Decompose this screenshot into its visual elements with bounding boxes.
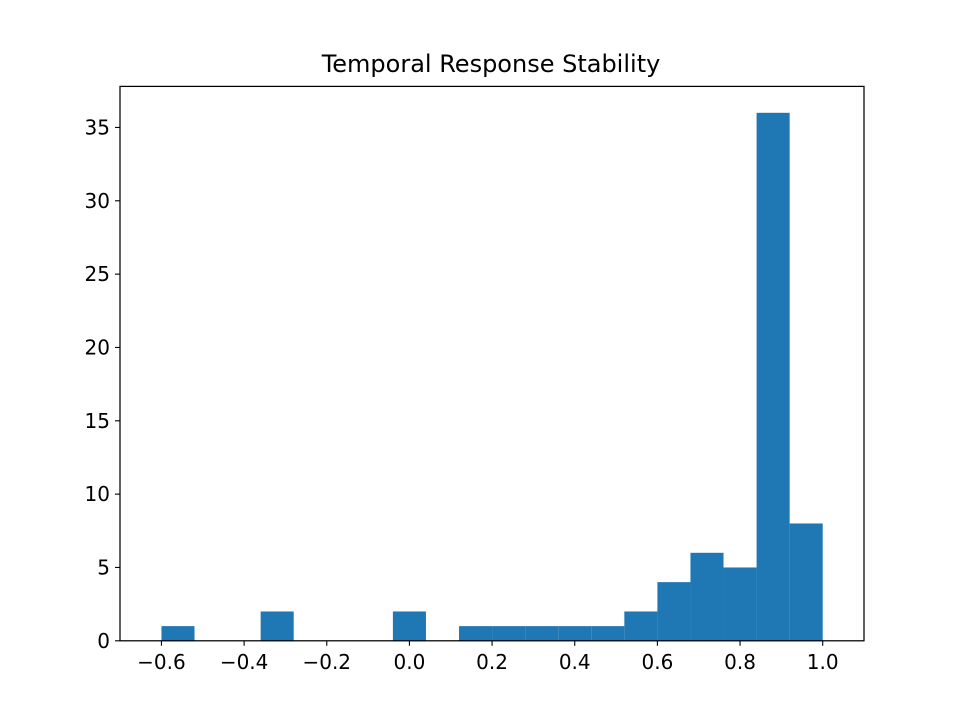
y-tick-label: 20 — [85, 335, 110, 359]
histogram-bar — [392, 611, 426, 641]
y-tick-label: 10 — [85, 482, 110, 506]
chart-title: Temporal Response Stability — [321, 50, 661, 78]
histogram-bar — [789, 523, 823, 641]
histogram-bar — [525, 626, 559, 641]
histogram-bar — [657, 582, 691, 641]
histogram-bar — [260, 611, 294, 641]
x-tick-label: 0.0 — [394, 650, 426, 674]
x-tick-label: −0.6 — [137, 650, 186, 674]
y-axis: 0 5 10 15 20 25 30 35 — [85, 115, 120, 653]
y-tick-label: 30 — [85, 189, 110, 213]
y-tick-label: 0 — [97, 629, 110, 653]
plot-area-frame — [119, 85, 865, 642]
x-axis: −0.6 −0.4 −0.2 0.0 0.2 0.4 0.6 0.8 1.0 — [137, 640, 839, 674]
bars-group — [161, 112, 823, 641]
y-tick-label: 15 — [85, 409, 110, 433]
histogram-bar — [690, 552, 724, 641]
x-tick-label: 0.2 — [476, 650, 508, 674]
x-tick-label: 1.0 — [807, 650, 839, 674]
histogram-bar — [624, 611, 658, 641]
histogram-bar — [558, 626, 592, 641]
histogram-bar — [492, 626, 526, 641]
x-tick-label: −0.4 — [220, 650, 269, 674]
histogram-bar — [459, 626, 493, 641]
x-tick-label: 0.6 — [641, 650, 673, 674]
y-tick-label: 5 — [97, 555, 110, 579]
x-tick-label: 0.8 — [724, 650, 756, 674]
x-tick-label: −0.2 — [302, 650, 351, 674]
histogram-bar — [161, 626, 195, 641]
x-tick-label: 0.4 — [559, 650, 591, 674]
histogram-bar — [591, 626, 625, 641]
histogram-bar — [723, 567, 757, 641]
y-tick-label: 35 — [85, 115, 110, 139]
y-tick-label: 25 — [85, 262, 110, 286]
histogram-bar — [756, 112, 790, 641]
